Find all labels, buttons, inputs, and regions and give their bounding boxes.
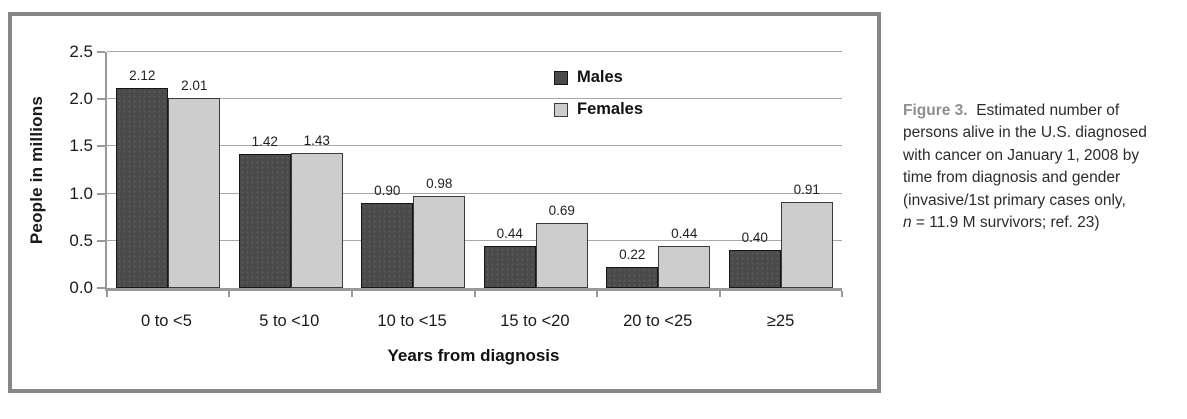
x-axis-title: Years from diagnosis <box>387 346 560 365</box>
y-axis-tick-mark <box>97 145 105 148</box>
bar-males-4: 0.22 <box>606 247 659 288</box>
caption-line: n = 11.9 M survivors; ref. 23) <box>903 212 1187 234</box>
bar-value-label: 0.22 <box>619 247 646 263</box>
y-axis-tick-label: 2.5 <box>69 42 93 61</box>
caption-text: Estimated number of <box>967 102 1120 119</box>
legend-label-males: Males <box>577 68 623 86</box>
x-axis-tick-mark <box>841 291 843 297</box>
y-axis-tick-mark <box>97 192 105 195</box>
y-axis-tick-mark <box>97 287 105 289</box>
category-group: 0.90 0.98 <box>352 52 475 288</box>
bar-value-label: 0.44 <box>496 226 523 242</box>
caption-text: = 11.9 M survivors; ref. 23) <box>911 214 1100 232</box>
bar-males-5: 0.40 <box>728 230 781 288</box>
bar-value-label: 1.42 <box>251 133 278 149</box>
bar-value-label: 0.90 <box>374 183 401 199</box>
bar-value-label: 0.91 <box>793 182 820 198</box>
category-group: 2.12 2.01 <box>107 52 230 288</box>
bar-value-label: 2.01 <box>181 78 208 94</box>
legend-item-females: Females <box>554 100 643 119</box>
caption-line: Figure 3. Estimated number of <box>903 100 1187 122</box>
bar-females-1: 1.43 <box>290 133 343 288</box>
x-axis-tick-label: 0 to <5 <box>140 312 192 330</box>
bar-females-3: 0.69 <box>535 203 588 288</box>
y-axis-tick-mark <box>97 239 105 242</box>
bar-males-3: 0.44 <box>483 226 536 288</box>
bar-females-5: 0.91 <box>780 182 833 288</box>
bar-value-label: 0.44 <box>671 226 698 242</box>
bar-females-2: 0.98 <box>413 176 466 288</box>
x-axis-tick-labels: 0 to <5 5 to <10 10 to <15 15 to <20 20 to <… <box>105 312 842 331</box>
chart-frame: People in millions 0.0 0.5 1.0 1.5 2.0 2.5 2.1… <box>8 12 881 393</box>
bar-males-2: 0.90 <box>361 183 414 288</box>
bar-value-label: 0.69 <box>548 202 575 218</box>
gridline <box>107 192 842 194</box>
category-group: 0.40 0.91 <box>720 52 843 288</box>
bar-males-0: 2.12 <box>116 68 169 288</box>
y-axis-tick-mark <box>97 98 105 101</box>
bar-value-label: 1.43 <box>303 133 330 149</box>
y-axis-title: People in millions <box>27 95 46 245</box>
x-axis-tick-label: 10 to <15 <box>377 312 447 330</box>
caption-line: time from diagnosis and gender <box>903 169 1121 187</box>
y-axis-tick-label: 1.5 <box>69 136 93 156</box>
figure-caption: Figure 3. Estimated number of persons al… <box>903 100 1187 234</box>
x-axis-tick-mark <box>595 291 598 297</box>
legend-item-males: Males <box>554 68 643 87</box>
gridline <box>107 51 842 52</box>
category-group: 1.42 1.43 <box>230 52 353 288</box>
x-axis-tick-mark <box>106 291 108 297</box>
x-axis-tick-label: ≥25 <box>766 312 795 330</box>
figure-number-label: Figure 3. <box>903 102 968 119</box>
bar-value-label: 2.12 <box>129 67 156 83</box>
y-axis-title-wrap: People in millions <box>22 52 52 288</box>
x-axis-tick-mark <box>350 291 353 297</box>
bar-females-0: 2.01 <box>168 78 221 288</box>
legend-swatch-males <box>554 70 568 85</box>
y-axis-tick-label: 0.5 <box>69 230 93 250</box>
legend: Males Females <box>554 68 643 132</box>
x-axis-tick-label: 15 to <20 <box>500 312 570 330</box>
x-axis-tick-mark <box>473 291 476 297</box>
x-axis-tick-label: 20 to <25 <box>623 312 693 330</box>
x-axis-tick-mark <box>228 291 231 297</box>
x-axis-tick-label: 5 to <10 <box>259 312 320 330</box>
gridline <box>107 145 842 147</box>
x-axis-tick-mark <box>718 291 721 297</box>
bar-value-label: 0.98 <box>426 175 453 191</box>
bar-females-4: 0.44 <box>658 226 711 288</box>
gridline <box>107 239 842 241</box>
y-axis-tick-label: 2.0 <box>69 89 93 109</box>
y-axis-tick-mark <box>97 51 105 53</box>
legend-swatch-females <box>554 102 568 117</box>
y-axis-tick-label: 1.0 <box>69 183 93 203</box>
y-axis-tick-label: 0.0 <box>69 278 93 297</box>
category-group: 0.44 0.69 <box>475 52 598 288</box>
plot-area: 0.0 0.5 1.0 1.5 2.0 2.5 2.12 2.01 1.42 1.43 0.90 0.… <box>69 42 843 297</box>
legend-label-females: Females <box>577 100 644 118</box>
caption-n-italic: n <box>903 214 912 232</box>
bar-value-label: 0.40 <box>741 230 768 246</box>
caption-line: persons alive in the U.S. diagnosed <box>903 124 1147 142</box>
caption-line: (invasive/1st primary cases only, <box>903 191 1126 209</box>
bar-males-1: 1.42 <box>238 134 291 288</box>
caption-line: with cancer on January 1, 2008 by <box>903 146 1140 164</box>
category-group: 0.22 0.44 <box>597 52 720 288</box>
gridline <box>107 98 842 100</box>
